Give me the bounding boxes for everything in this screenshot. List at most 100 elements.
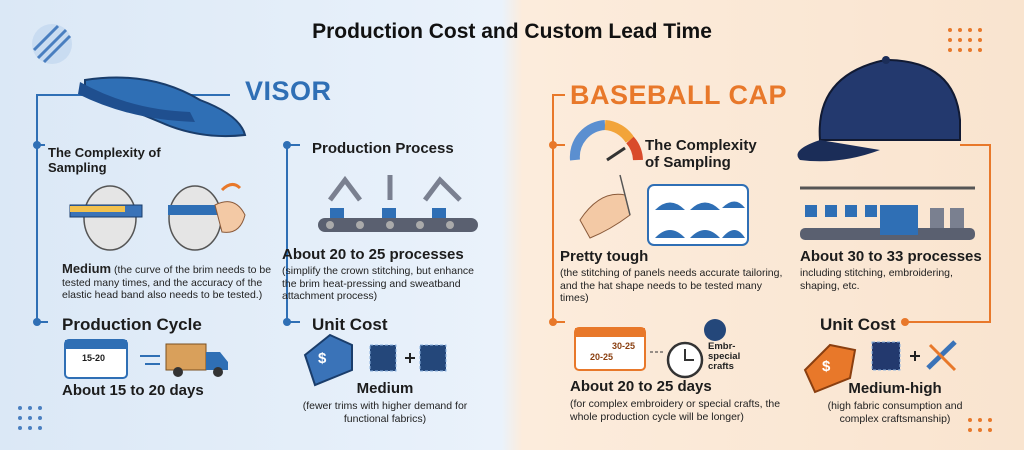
dots — [948, 28, 982, 52]
dots-part — [28, 426, 32, 430]
robot-illustration-part — [318, 218, 478, 232]
robot-illustration-part — [382, 208, 396, 218]
dots-part — [948, 48, 952, 52]
dots-part — [28, 416, 32, 420]
factory-illustration — [800, 186, 975, 240]
section-title: Unit Cost — [312, 315, 388, 334]
stripe-circle-part — [32, 24, 60, 52]
robot-illustration — [318, 175, 478, 232]
robot-illustration-part — [386, 221, 394, 229]
sewing-illustration-part — [655, 230, 685, 238]
badge-icon — [704, 319, 726, 341]
calendar-label: 20-25 — [590, 352, 614, 362]
sewing-illustration — [579, 174, 749, 246]
robot-illustration-part — [328, 175, 362, 202]
clock-icon — [650, 341, 704, 379]
dots-part — [968, 428, 972, 432]
price-tag-icon-part — [303, 333, 353, 387]
price-tag-icon-part — [803, 343, 857, 394]
cap-illustration-part — [797, 140, 880, 162]
connector-dot-part — [901, 318, 909, 326]
robot-illustration-part — [432, 208, 446, 218]
connector-dot-part — [283, 141, 291, 149]
level: Medium-high — [848, 380, 942, 397]
sewing-illustration-part — [647, 184, 749, 246]
robot-illustration-part — [326, 221, 334, 229]
fabric-icon-part — [405, 353, 415, 363]
dots-part — [18, 426, 22, 430]
level: Medium — [62, 261, 112, 276]
dots-part — [18, 416, 22, 420]
dots-part — [978, 38, 982, 42]
gauge-icon-part — [606, 146, 626, 162]
dots-part — [968, 418, 972, 422]
section-title: The Complexity of Sampling — [645, 137, 757, 171]
dots — [968, 418, 992, 432]
factory-illustration-part — [880, 205, 918, 235]
sewing-illustration-part — [690, 202, 720, 210]
factory-illustration-part — [950, 208, 964, 228]
calendar-label: 15-20 — [82, 353, 106, 363]
connector-dot-part — [549, 141, 557, 149]
level: Pretty tough — [560, 248, 649, 265]
truck-icon-part — [173, 367, 183, 377]
note: (simplify the crown stitching, but enhan… — [282, 265, 475, 302]
factory-illustration-part — [930, 208, 944, 228]
factory-illustration-part — [845, 205, 857, 217]
clock-icon-part — [684, 349, 694, 361]
dots-part — [978, 48, 982, 52]
dots-part — [968, 38, 972, 42]
connector-dot-part — [33, 318, 41, 326]
sewing-illustration-part — [579, 193, 631, 239]
connector-part — [905, 144, 991, 323]
fabric-icon-part — [369, 344, 397, 372]
dots-part — [38, 426, 42, 430]
section-title: The Complexity of Sampling — [48, 145, 161, 175]
dots-part — [948, 28, 952, 32]
calendar-icon — [64, 339, 128, 379]
price-tag-icon — [803, 343, 857, 394]
connector-dot-part — [283, 318, 291, 326]
cap-heading: BASEBALL CAP — [570, 80, 788, 110]
calendar-icon — [574, 327, 646, 371]
visor-illustration — [78, 76, 247, 138]
calendar-icon-part — [575, 328, 645, 337]
fabric-icon-part — [928, 343, 957, 372]
calendar-label: 30-25 — [612, 341, 636, 351]
sewing-illustration-part — [655, 202, 685, 210]
dots-part — [958, 48, 962, 52]
summary: About 30 to 33 processes — [800, 248, 982, 265]
connector-dot-part — [33, 141, 41, 149]
dots-part — [958, 38, 962, 42]
stripe-circle — [32, 24, 72, 64]
head-illustration-part — [70, 206, 125, 212]
price-tag-icon — [303, 333, 353, 387]
note: including stitching, embroidering, shapi… — [800, 267, 953, 292]
note: (high fabric consumption and complex cra… — [827, 400, 963, 425]
text-block: Medium (the curve of the brim needs to b… — [62, 261, 272, 302]
section-title: Production Cycle — [62, 315, 202, 334]
cap-illustration-part — [882, 56, 890, 64]
head-illustration — [69, 183, 246, 251]
fabric-icon-part — [419, 344, 447, 372]
head-illustration-part — [83, 185, 137, 251]
tag-symbol: $ — [318, 350, 327, 367]
gauge-icon-part — [604, 120, 635, 143]
dots-part — [38, 416, 42, 420]
dots-part — [978, 418, 982, 422]
dots-part — [988, 418, 992, 422]
fabric-icon — [871, 340, 957, 372]
dots-part — [948, 38, 952, 42]
calendar-icon-part — [65, 340, 127, 349]
cap-illustration — [797, 56, 961, 162]
gauge-icon-part — [569, 120, 606, 161]
dots-part — [968, 28, 972, 32]
sewing-illustration-part — [690, 230, 720, 238]
note: (the stitching of panels needs accurate … — [560, 267, 783, 304]
dots-part — [28, 406, 32, 410]
badge-icon-part — [704, 319, 726, 341]
summary: About 15 to 20 days — [62, 382, 204, 399]
